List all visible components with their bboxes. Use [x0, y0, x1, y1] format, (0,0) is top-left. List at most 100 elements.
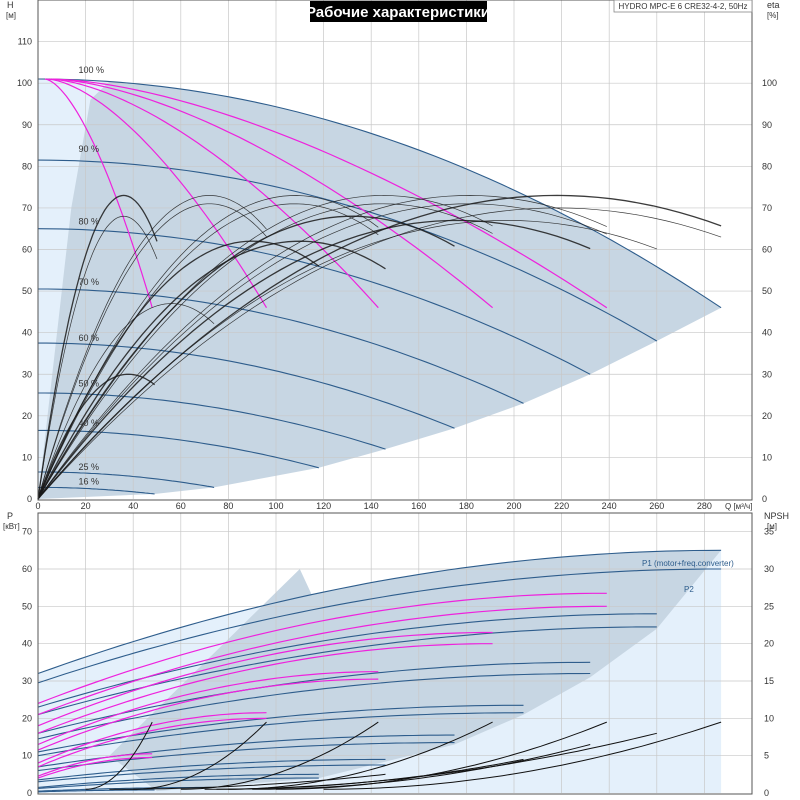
eta-tick-label: 40 — [762, 328, 772, 338]
p1-series-label: P1 (motor+freq.converter) — [642, 559, 734, 568]
operating-region-dark — [38, 81, 722, 499]
x-tick-label: 40 — [128, 501, 138, 511]
top-ticks-layer: 0 20 40 60 80 100 120 140 160 180 200 220 240 260 2800… — [17, 37, 777, 511]
efficiency-curve — [37, 195, 379, 500]
eta-axis-unit: [%] — [767, 11, 779, 20]
power-curve — [37, 764, 386, 783]
power-curve — [37, 777, 319, 790]
system-curve — [47, 78, 268, 309]
power-tick-label: 20 — [22, 713, 32, 723]
npsh-tick-label: 30 — [764, 564, 774, 574]
power-curve — [37, 549, 722, 675]
head-tick-label: 10 — [22, 452, 32, 462]
efficiency-curve — [37, 203, 607, 500]
pump-curve — [37, 78, 722, 309]
speed-label: 60 % — [78, 333, 99, 343]
power-axis-label: P — [7, 511, 13, 521]
efficiency-curve — [37, 195, 267, 500]
system-power-curve — [37, 678, 379, 751]
npsh-tick-label: 0 — [764, 788, 769, 798]
flow-axis-label: Q [м³/ч] — [725, 502, 752, 511]
power-axis-unit: [кВт] — [3, 522, 20, 531]
efficiency-curve — [37, 373, 156, 500]
npsh-tick-label: 20 — [764, 639, 774, 649]
efficiency-curve — [37, 194, 158, 500]
head-tick-label: 90 — [22, 120, 32, 130]
model-label: HYDRO MPC-E 6 CRE32-4-2, 50Hz — [619, 2, 748, 11]
system-power-curve — [37, 756, 153, 779]
bottom-region-layer — [38, 550, 722, 793]
efficiency-curve — [37, 215, 158, 500]
head-axis-label: H — [7, 0, 14, 10]
eta-tick-label: 80 — [762, 161, 772, 171]
x-tick-label: 180 — [459, 501, 474, 511]
npsh-tick-label: 10 — [764, 713, 774, 723]
x-tick-label: 0 — [35, 501, 40, 511]
speed-label: 16 % — [78, 476, 99, 486]
efficiency-curve — [37, 219, 591, 500]
speed-label: 90 % — [78, 144, 99, 154]
npsh-tick-label: 25 — [764, 601, 774, 611]
x-tick-label: 280 — [697, 501, 712, 511]
system-power-curve — [37, 631, 493, 727]
speed-label: 80 % — [78, 217, 99, 227]
npsh-tick-label: 15 — [764, 676, 774, 686]
npsh-curve — [275, 721, 607, 790]
eta-tick-label: 10 — [762, 452, 772, 462]
npsh-axis-unit: [м] — [767, 522, 777, 531]
power-curve — [37, 704, 524, 753]
power-curve — [37, 786, 215, 792]
power-curve — [37, 742, 455, 772]
chart-title: Рабочие характеристики — [306, 4, 490, 21]
head-tick-label: 30 — [22, 369, 32, 379]
top-region-layer — [38, 79, 722, 499]
system-power-curve — [37, 605, 607, 716]
pump-curve — [38, 392, 386, 450]
x-tick-label: 140 — [364, 501, 379, 511]
x-tick-label: 100 — [268, 501, 283, 511]
pump-curve — [38, 288, 524, 404]
power-curve — [37, 712, 524, 757]
power-curve — [37, 672, 591, 740]
p2-series-label: P2 — [684, 585, 694, 594]
eta-tick-label: 70 — [762, 203, 772, 213]
top-chart-frame — [37, 0, 753, 501]
npsh-curve — [85, 721, 153, 790]
eta-axis-label: eta — [767, 0, 780, 10]
speed-label: 50 % — [78, 379, 99, 389]
efficiency-curve — [37, 195, 493, 500]
x-tick-label: 80 — [223, 501, 233, 511]
pump-curve — [38, 486, 155, 495]
power-tick-label: 50 — [22, 601, 32, 611]
system-power-curve — [37, 712, 267, 764]
npsh-curve — [323, 721, 722, 790]
head-tick-label: 40 — [22, 328, 32, 338]
eta-tick-label: 100 — [762, 78, 777, 88]
head-tick-label: 20 — [22, 411, 32, 421]
x-tick-label: 200 — [506, 501, 521, 511]
power-tick-label: 30 — [22, 676, 32, 686]
power-tick-label: 0 — [27, 788, 32, 798]
speed-label: 40 % — [78, 418, 99, 428]
efficiency-curve — [37, 220, 657, 500]
eta-tick-label: 0 — [762, 494, 767, 504]
pump-curve — [37, 228, 591, 375]
x-tick-label: 220 — [554, 501, 569, 511]
head-axis-unit: [м] — [6, 11, 16, 20]
power-curve — [37, 758, 386, 781]
head-tick-label: 50 — [22, 286, 32, 296]
x-tick-label: 160 — [411, 501, 426, 511]
eta-tick-label: 60 — [762, 245, 772, 255]
npsh-curve — [133, 721, 267, 790]
speed-label: 25 % — [78, 462, 99, 472]
eta-tick-label: 90 — [762, 120, 772, 130]
power-region-dark — [109, 550, 722, 792]
pump-curve — [38, 342, 455, 429]
bottom-chart-frame — [37, 512, 753, 795]
eta-tick-label: 30 — [762, 369, 772, 379]
head-tick-label: 100 — [17, 78, 32, 88]
npsh-tick-label: 5 — [764, 751, 769, 761]
system-power-curve — [37, 643, 493, 734]
efficiency-curve — [37, 203, 267, 500]
npsh-curve — [228, 721, 493, 790]
